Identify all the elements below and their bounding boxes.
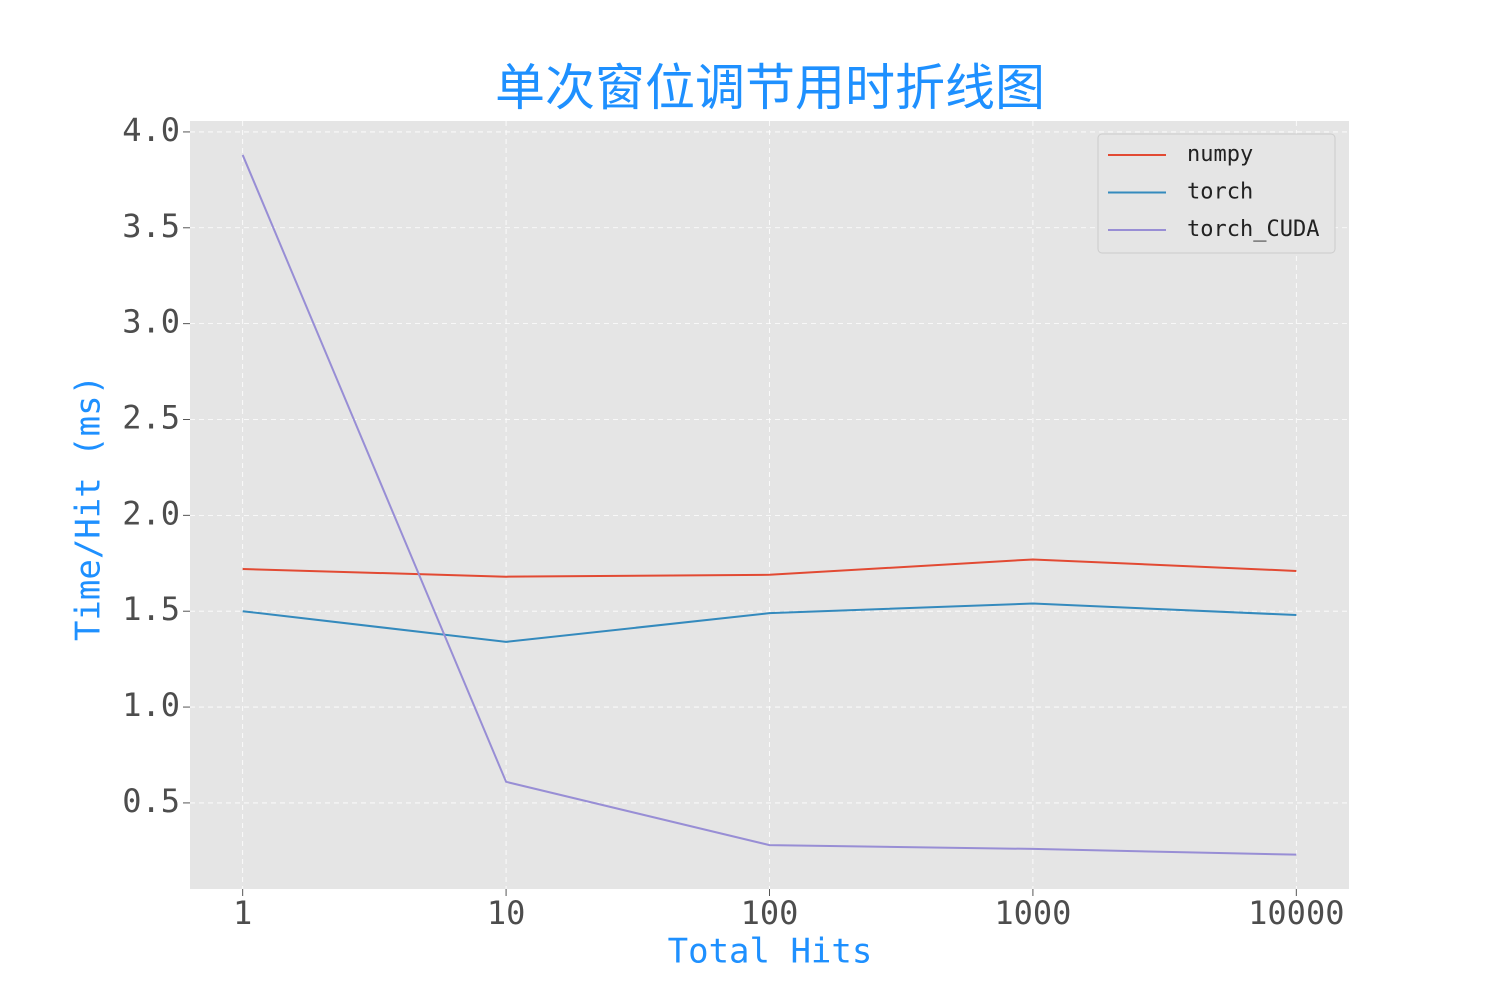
- y-tick-label: 3.0: [122, 303, 180, 341]
- x-tick-label: 100: [741, 894, 799, 932]
- legend-label: torch: [1187, 180, 1253, 205]
- x-axis-title: Total Hits: [668, 932, 873, 972]
- chart-title: 单次窗位调节用时折线图: [495, 59, 1045, 117]
- y-tick-label: 2.0: [122, 494, 180, 532]
- x-tick-label: 1: [233, 894, 252, 932]
- legend-box: [1097, 133, 1336, 254]
- x-tick-label: 1000: [994, 894, 1071, 932]
- y-tick-label: 4.0: [122, 111, 180, 149]
- x-tick-label: 10000: [1248, 894, 1344, 932]
- y-tick-label: 1.5: [122, 590, 180, 628]
- y-tick-label: 0.5: [122, 782, 180, 820]
- y-axis-title: Time/Hit (ms): [69, 375, 109, 641]
- legend-label: numpy: [1187, 142, 1253, 167]
- legend-label: torch_CUDA: [1187, 217, 1319, 242]
- x-tick-label: 10: [487, 894, 526, 932]
- line-series: [242, 602, 1297, 643]
- y-tick-label: 1.0: [122, 686, 180, 724]
- line-series: [241, 154, 1297, 856]
- y-tick-label: 3.5: [122, 207, 180, 245]
- y-tick-label: 2.5: [122, 398, 180, 436]
